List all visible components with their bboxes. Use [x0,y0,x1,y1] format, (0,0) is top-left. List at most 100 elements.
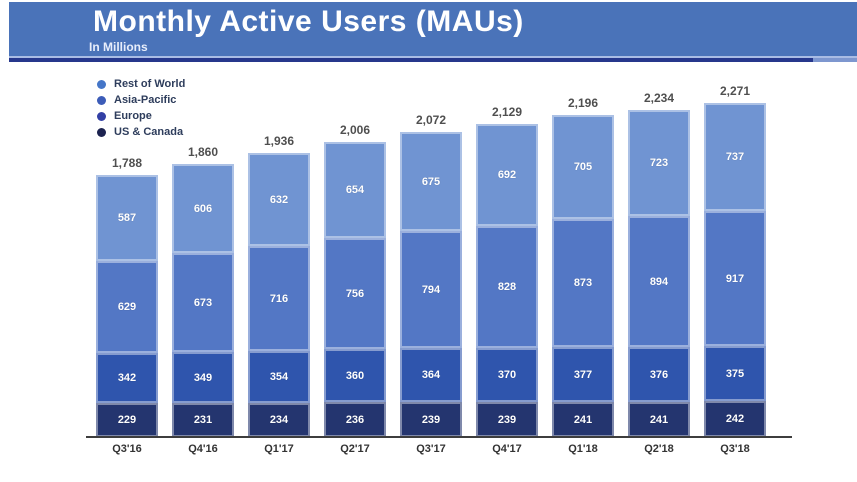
bar-segment-us-canada: 239 [476,402,538,437]
legend-label-europe: Europe [114,110,152,122]
segment-value-label: 606 [193,202,213,215]
bar-column-q4-17: 2,129 692 828 370 239 Q4'17 [476,105,538,455]
bar-column-q3-17: 2,072 675 794 364 239 Q3'17 [400,113,462,455]
chart-legend: Rest of World Asia-Pacific Europe US & Cana… [97,76,185,140]
bar-segment-rest-of-world: 705 [552,115,614,219]
segment-value-label: 229 [117,414,137,426]
bar-segment-asia-pacific: 756 [324,238,386,349]
bar-column-q2-17: 2,006 654 756 360 236 Q2'17 [324,123,386,455]
bar-segment-asia-pacific: 828 [476,226,538,348]
segment-value-label: 873 [573,277,593,289]
bar-segment-rest-of-world: 654 [324,142,386,238]
bar-segment-us-canada: 241 [628,402,690,437]
segment-value-label: 360 [345,369,365,382]
segment-value-label: 241 [649,413,669,426]
bar-segment-us-canada: 242 [704,401,766,437]
bar-segment-us-canada: 231 [172,403,234,437]
bar-column-q3-16: 1,788 587 629 342 229 Q3'16 [96,156,158,455]
legend-dot-icon-asia-pacific [97,95,106,105]
segment-value-label: 756 [345,287,365,300]
segment-value-label: 654 [345,184,365,196]
segment-value-label: 794 [421,283,441,296]
x-axis-line [86,436,792,438]
segment-value-label: 364 [421,369,441,381]
header-underline-dark-right [813,58,857,62]
segment-value-label: 242 [725,413,745,425]
bar-segment-europe: 354 [248,351,310,403]
legend-dot-icon-rest-of-world [97,79,106,89]
segment-value-label: 239 [497,413,517,426]
x-axis-label: Q4'17 [492,443,522,455]
bar-total-label: 2,234 [643,91,675,105]
page-title: Monthly Active Users (MAUs) [93,5,524,38]
segment-value-label: 349 [193,371,213,384]
bar-total-label: 2,129 [491,105,523,119]
segment-value-label: 894 [649,275,669,288]
x-axis-label: Q1'17 [264,443,294,455]
x-axis-label: Q1'18 [568,443,598,455]
segment-value-label: 673 [193,296,213,309]
segment-value-label: 239 [421,413,441,426]
bar-segment-rest-of-world: 737 [704,103,766,211]
segment-value-label: 828 [497,281,517,293]
segment-value-label: 737 [725,151,745,163]
x-axis-label: Q2'18 [644,443,674,455]
bar-segment-europe: 360 [324,349,386,402]
bar-segment-europe: 377 [552,347,614,402]
legend-label-rest-of-world: Rest of World [114,78,186,90]
segment-value-label: 231 [193,414,213,426]
bar-segment-asia-pacific: 894 [628,216,690,347]
legend-label-us-canada: US & Canada [114,126,184,138]
bar-segment-us-canada: 239 [400,402,462,437]
segment-value-label: 705 [573,161,593,173]
bar-segment-asia-pacific: 794 [400,231,462,348]
bar-segment-us-canada: 234 [248,403,310,437]
segment-value-label: 234 [269,414,289,426]
bar-column-q4-16: 1,860 606 673 349 231 Q4'16 [172,145,234,455]
segment-value-label: 675 [421,175,441,188]
segment-value-label: 377 [573,368,593,381]
x-axis-label: Q3'17 [416,443,446,455]
bar-segment-rest-of-world: 692 [476,124,538,226]
segment-value-label: 723 [649,157,669,169]
segment-value-label: 370 [497,369,517,381]
x-axis-label: Q2'17 [340,443,370,455]
segment-value-label: 917 [725,272,745,285]
page-subtitle: In Millions [89,40,148,54]
bar-segment-us-canada: 241 [552,402,614,437]
bar-segment-asia-pacific: 716 [248,246,310,351]
legend-item-europe: Europe [97,108,185,124]
x-axis-label: Q3'18 [720,443,750,455]
bar-column-q2-18: 2,234 723 894 376 241 Q2'18 [628,91,690,455]
bar-column-q3-18: 2,271 737 917 375 242 Q3'18 [704,84,766,455]
bar-segment-asia-pacific: 673 [172,253,234,352]
segment-value-label: 692 [497,169,517,181]
legend-item-us-canada: US & Canada [97,124,185,140]
header-underline-light [9,56,857,58]
bar-total-label: 1,936 [263,134,295,148]
segment-value-label: 716 [269,292,289,305]
legend-label-asia-pacific: Asia-Pacific [114,94,177,106]
bar-segment-us-canada: 236 [324,402,386,437]
bar-segment-europe: 342 [96,353,158,403]
bar-segment-us-canada: 229 [96,403,158,437]
segment-value-label: 241 [573,413,593,426]
bar-total-label: 2,196 [567,96,599,110]
x-axis-label: Q3'16 [112,443,142,455]
legend-dot-icon-europe [97,111,106,121]
bar-total-label: 2,006 [339,123,371,137]
segment-value-label: 376 [649,368,669,381]
bar-segment-europe: 349 [172,352,234,403]
segment-value-label: 375 [725,367,745,380]
bar-segment-rest-of-world: 587 [96,175,158,261]
bar-segment-rest-of-world: 723 [628,110,690,216]
bar-segment-rest-of-world: 632 [248,153,310,246]
bar-total-label: 1,788 [111,156,143,170]
x-axis-label: Q4'16 [188,443,218,455]
bar-column-q1-17: 1,936 632 716 354 234 Q1'17 [248,134,310,455]
header-band: Monthly Active Users (MAUs) In Millions [9,2,857,56]
bar-segment-europe: 375 [704,346,766,401]
legend-item-rest-of-world: Rest of World [97,76,185,92]
bar-segment-asia-pacific: 629 [96,261,158,353]
segment-value-label: 632 [269,193,289,206]
